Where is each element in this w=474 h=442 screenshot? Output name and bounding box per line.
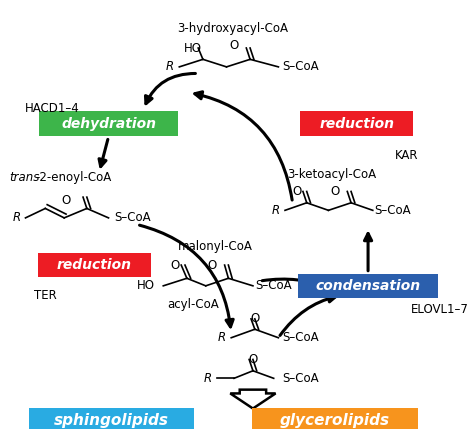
Text: 3-ketoacyl-CoA: 3-ketoacyl-CoA [288,168,377,181]
Text: dehydration: dehydration [61,117,156,130]
FancyBboxPatch shape [298,274,438,298]
Text: HACD1–4: HACD1–4 [25,102,79,115]
FancyBboxPatch shape [253,408,418,434]
Text: O: O [330,185,340,198]
Text: acyl-CoA: acyl-CoA [168,298,219,311]
Text: reduction: reduction [319,117,394,130]
FancyBboxPatch shape [300,111,413,136]
FancyBboxPatch shape [29,408,194,434]
Text: S–CoA: S–CoA [282,61,319,73]
Text: R: R [218,331,226,344]
Text: ELOVL1–7: ELOVL1–7 [410,303,468,316]
Text: sphingolipids: sphingolipids [54,413,169,428]
FancyBboxPatch shape [38,253,151,277]
Text: 3-hydroxyacyl-CoA: 3-hydroxyacyl-CoA [178,22,289,34]
Text: HO: HO [137,279,155,292]
Text: O: O [248,353,257,366]
Text: R: R [13,211,21,225]
Text: TER: TER [34,289,57,302]
Text: trans: trans [9,171,40,184]
Text: HO: HO [183,42,201,54]
Text: -2-enoyl-CoA: -2-enoyl-CoA [35,171,111,184]
Text: O: O [250,312,259,325]
Text: O: O [62,194,71,207]
Text: S–CoA: S–CoA [282,372,319,385]
Text: malonyl-CoA: malonyl-CoA [178,240,253,253]
Text: O: O [229,39,239,52]
Text: O: O [208,259,217,271]
Text: KAR: KAR [394,149,418,162]
Text: O: O [170,259,179,271]
Text: condensation: condensation [316,279,420,293]
Text: glycerolipids: glycerolipids [280,413,390,428]
Text: S–CoA: S–CoA [255,279,292,292]
Text: R: R [203,372,212,385]
Text: R: R [166,61,174,73]
Text: reduction: reduction [57,258,132,272]
Text: S–CoA: S–CoA [374,204,411,217]
Text: S–CoA: S–CoA [114,211,150,225]
Polygon shape [230,390,275,408]
FancyBboxPatch shape [39,111,178,136]
Text: S–CoA: S–CoA [282,331,319,344]
Text: O: O [292,185,302,198]
Text: R: R [272,204,280,217]
